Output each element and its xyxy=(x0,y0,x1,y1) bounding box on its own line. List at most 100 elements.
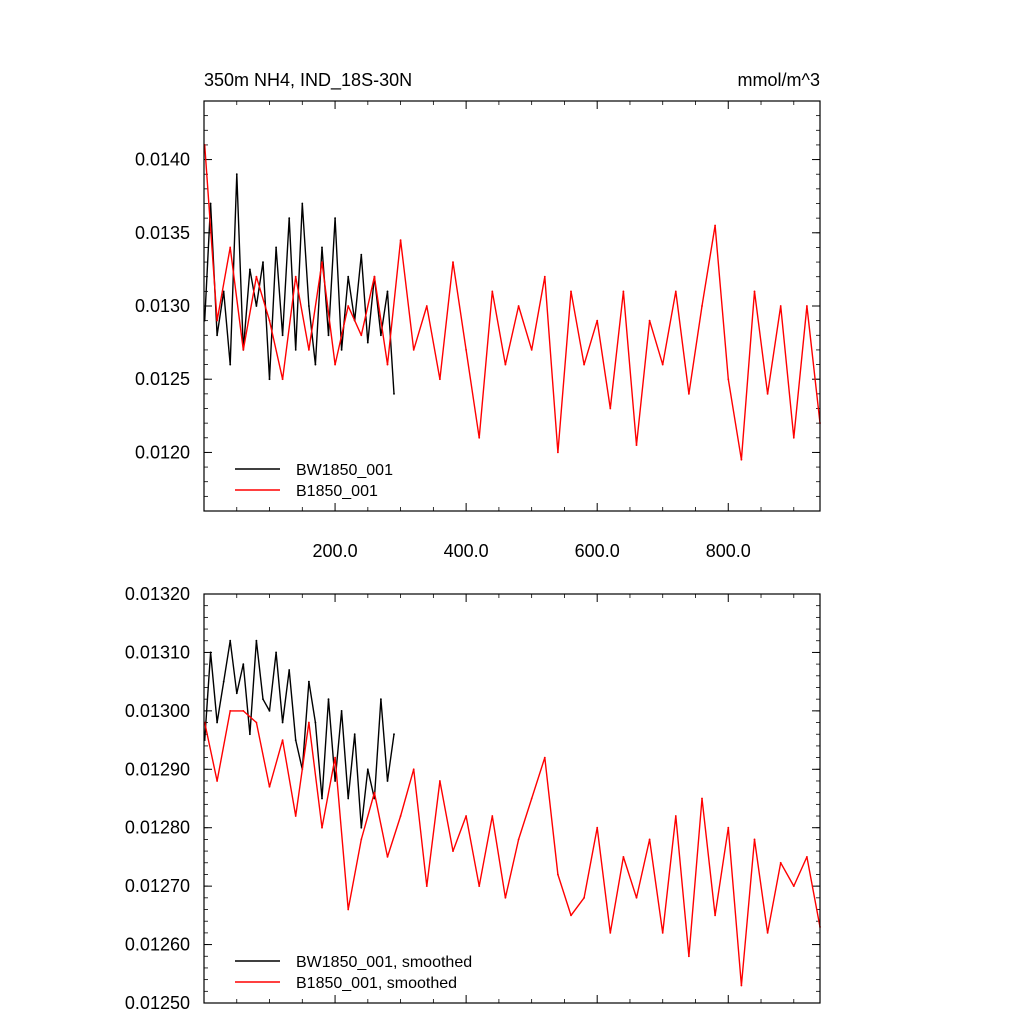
bottom-series-0-point xyxy=(268,710,271,712)
bottom-series-0-point xyxy=(235,692,238,695)
bottom-series-1-point xyxy=(714,914,716,917)
bottom-x-ticks xyxy=(236,594,795,1003)
bottom-series-0-point xyxy=(360,826,363,829)
top-x-tick-label: 600.0 xyxy=(575,541,620,561)
bottom-series-0-point xyxy=(380,698,382,701)
top-series-0-point xyxy=(222,290,225,293)
bottom-series-0-point xyxy=(275,651,277,654)
top-series-0-point xyxy=(209,202,212,205)
bottom-series-0-point xyxy=(334,780,336,782)
bottom-series-1-point xyxy=(792,885,795,887)
bottom-series-0-point xyxy=(393,733,395,736)
bottom-plot-frame xyxy=(203,593,821,1004)
bottom-series-0-point xyxy=(242,663,245,665)
top-series-1-point xyxy=(766,393,769,395)
top-series-1-point xyxy=(674,290,677,293)
bottom-series-0-point xyxy=(288,669,291,671)
top-series-1-point xyxy=(517,305,520,307)
top-series-0-point xyxy=(268,378,271,381)
top-series-line-0 xyxy=(204,173,395,394)
top-series-1-point xyxy=(504,363,507,366)
bottom-series-0-point xyxy=(308,680,310,683)
top-series-1-point xyxy=(268,319,271,322)
top-series-line-1 xyxy=(204,144,821,461)
bottom-series-0-point xyxy=(216,721,219,724)
top-series-0-point xyxy=(347,275,350,278)
top-series-1-point xyxy=(806,305,808,307)
top-series-0-point xyxy=(314,363,317,366)
top-series-1-point xyxy=(622,290,625,293)
top-series-0-point xyxy=(321,246,323,249)
top-series-1-point xyxy=(216,319,219,322)
bottom-series-1-point xyxy=(701,797,703,800)
top-series-1-point xyxy=(399,239,402,242)
top-series-1-point xyxy=(543,275,546,278)
bottom-series-1-point xyxy=(334,756,336,759)
bottom-series-0-point xyxy=(366,768,369,771)
bottom-y-tick-label: 0.01250 xyxy=(125,993,190,1013)
bottom-series-1-point xyxy=(373,791,376,794)
top-panel: 350m NH4, IND_18S-30N mmol/m^3 0.01200.0… xyxy=(135,70,821,561)
top-series-0-point xyxy=(386,290,389,293)
bottom-series-0-point xyxy=(229,639,232,642)
top-series-1-point xyxy=(753,290,756,293)
top-x-tick-label: 800.0 xyxy=(706,541,751,561)
top-series-1-point xyxy=(701,305,703,307)
top-y-tick-label: 0.0135 xyxy=(135,223,190,243)
top-series-1-point xyxy=(792,436,795,439)
top-series-1-point xyxy=(465,349,467,351)
top-series-1-point xyxy=(570,290,572,293)
bottom-series-1-point xyxy=(439,780,441,782)
top-series-0-point xyxy=(294,349,297,351)
top-legend: BW1850_001 B1850_001 xyxy=(235,462,393,500)
bottom-series-0-point xyxy=(249,733,251,736)
top-series-1-point xyxy=(360,334,363,337)
top-series-1-point xyxy=(281,378,284,381)
top-series-0-point xyxy=(301,202,304,205)
bottom-series-1-point xyxy=(321,826,323,829)
bottom-series-1-point xyxy=(727,826,730,829)
bottom-series-0-point xyxy=(222,680,225,683)
top-series-0-point xyxy=(366,341,369,344)
top-series-1-point xyxy=(373,275,376,278)
top-series-1-point xyxy=(688,393,690,395)
bottom-series-1-point xyxy=(308,721,310,724)
top-y-ticks: 0.0120 0.0125 0.0130 0.0135 0.0140 xyxy=(135,100,820,512)
top-series-1-point xyxy=(596,319,599,322)
top-x-ticks: 200.0 400.0 600.0 800.0 xyxy=(236,101,795,561)
bottom-series-0-point xyxy=(347,797,350,800)
top-series-0-point xyxy=(393,393,395,395)
top-x-tick-label: 400.0 xyxy=(444,541,489,561)
bottom-series-1-point xyxy=(609,932,612,934)
top-series-1-point xyxy=(294,275,297,278)
bottom-series-1-point xyxy=(688,955,690,958)
bottom-legend: BW1850_001, smoothed B1850_001, smoothed xyxy=(235,954,472,992)
bottom-series-1-point xyxy=(399,815,402,817)
bottom-series-1-point xyxy=(268,785,271,788)
top-series-1-point xyxy=(530,349,533,351)
top-series-1-point xyxy=(425,305,428,307)
top-series-1-point xyxy=(609,407,612,410)
top-series-0-point xyxy=(327,334,330,337)
top-series-1-point xyxy=(727,378,730,381)
bottom-series-1-point xyxy=(452,850,454,852)
bottom-series-1-point xyxy=(491,815,494,817)
bottom-series-1-point xyxy=(255,721,258,724)
bottom-series-0-point xyxy=(262,698,264,701)
top-series-0-point xyxy=(288,217,291,220)
bottom-y-tick-label: 0.01290 xyxy=(125,759,190,779)
bottom-series-1-point xyxy=(635,896,638,899)
bottom-series-group xyxy=(203,639,821,987)
bottom-series-0-point xyxy=(321,797,323,800)
top-series-0-point xyxy=(281,334,284,337)
top-series-1-point xyxy=(242,349,245,351)
top-series-1-point xyxy=(583,363,585,366)
top-plot-frame xyxy=(203,100,821,512)
top-panel-title: 350m NH4, IND_18S-30N xyxy=(204,70,412,91)
bottom-y-tick-label: 0.01280 xyxy=(125,818,190,838)
bottom-y-tick-label: 0.01300 xyxy=(125,701,190,721)
top-series-1-point xyxy=(412,349,415,351)
bottom-y-tick-label: 0.01320 xyxy=(125,584,190,604)
top-series-1-point xyxy=(347,305,350,307)
bottom-series-1-point xyxy=(386,856,389,858)
